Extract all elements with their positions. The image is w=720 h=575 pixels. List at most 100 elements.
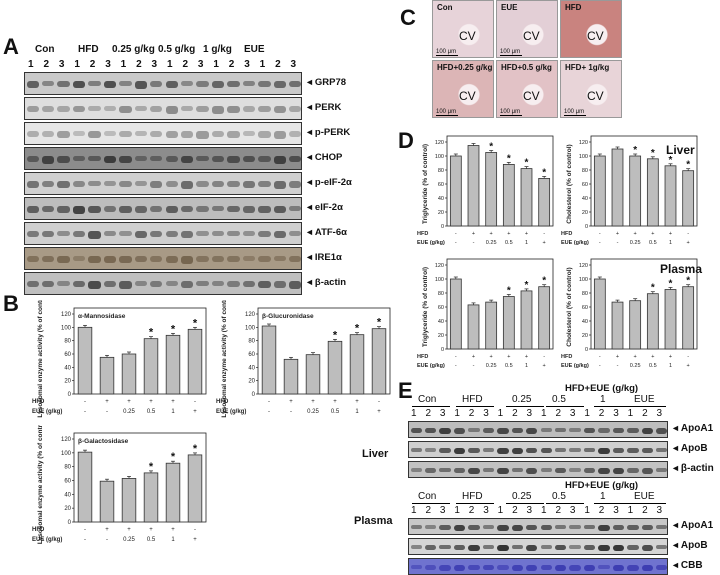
condition-cell: + bbox=[490, 354, 493, 360]
condition-cell: - bbox=[473, 240, 475, 246]
y-tick-label: 40 bbox=[582, 319, 588, 325]
condition-cell: - bbox=[599, 240, 601, 246]
condition-cell: + bbox=[634, 231, 637, 237]
blot-band bbox=[72, 80, 86, 89]
blot-band bbox=[165, 280, 178, 286]
significance-marker: * bbox=[355, 323, 360, 335]
lane-number: 2 bbox=[598, 408, 605, 419]
blot-row-label: ◄β-actin bbox=[305, 277, 346, 288]
group-label: 0.5 bbox=[552, 394, 566, 405]
blot-row-name: p-PERK bbox=[314, 127, 351, 138]
histology-tile: EUE CV 100 μm bbox=[496, 0, 558, 58]
blot-row bbox=[24, 97, 302, 120]
condition-cell: - bbox=[617, 240, 619, 246]
lane-number: 1 bbox=[259, 59, 266, 70]
condition-cell: - bbox=[84, 527, 86, 533]
y-axis-label: Triglyceride (% of control) bbox=[422, 267, 429, 347]
panel-a-western-blots: Con HFD 0.25 g/kg 0.5 g/kg 1 g/kg EUE 1 2 3 1 2 3 1 2… bbox=[0, 0, 400, 295]
blot-row bbox=[408, 518, 668, 535]
lane-number: 1 bbox=[74, 59, 80, 70]
arrow-left-icon: ◄ bbox=[671, 560, 680, 570]
blot-band bbox=[150, 205, 163, 212]
condition-cell: 0.5 bbox=[505, 240, 513, 246]
y-axis-label: Cholesterol (% of control) bbox=[566, 267, 573, 346]
central-vein-label: CV bbox=[459, 89, 476, 103]
blot-band bbox=[196, 130, 209, 139]
tile-title: EUE bbox=[501, 3, 518, 12]
central-vein-label: CV bbox=[523, 29, 540, 43]
lane-number: 3 bbox=[151, 59, 158, 70]
significance-marker: * bbox=[193, 443, 198, 455]
blot-band bbox=[134, 130, 148, 137]
scale-bar-label: 100 μm bbox=[436, 49, 457, 55]
y-tick-label: 40 bbox=[438, 196, 444, 202]
blot-band bbox=[424, 544, 437, 550]
arrow-left-icon: ◄ bbox=[305, 127, 314, 137]
y-tick-label: 80 bbox=[64, 465, 71, 471]
bar bbox=[520, 168, 533, 227]
blot-band bbox=[468, 447, 480, 454]
blot-band bbox=[41, 280, 55, 288]
blot-band bbox=[211, 130, 225, 138]
y-tick-label: 0 bbox=[68, 392, 72, 398]
blot-band bbox=[227, 255, 240, 262]
blot-band bbox=[468, 524, 480, 531]
bar bbox=[593, 155, 606, 227]
blot-band bbox=[72, 255, 86, 261]
bar bbox=[165, 334, 181, 395]
blot-band bbox=[227, 105, 240, 114]
blot-band bbox=[72, 105, 86, 113]
blot-band bbox=[439, 467, 451, 473]
panel-c-histology: Con CV 100 μm EUE CV 100 μm HFD CV HFD+0.25 g/kg… bbox=[432, 0, 622, 120]
blot-band bbox=[273, 230, 287, 239]
y-tick-label: 80 bbox=[438, 168, 444, 174]
blot-band bbox=[26, 180, 39, 189]
chart-frame bbox=[73, 307, 207, 395]
blot-band bbox=[424, 447, 437, 452]
arrow-left-icon: ◄ bbox=[671, 423, 680, 433]
blot-band bbox=[258, 105, 271, 113]
blot-band bbox=[554, 427, 567, 433]
blot-band bbox=[72, 155, 86, 162]
blot-band bbox=[273, 80, 287, 88]
chart-title: α-Mannosidase bbox=[78, 313, 126, 320]
blot-band bbox=[511, 524, 524, 531]
blot-band bbox=[227, 280, 240, 287]
blot-band bbox=[165, 205, 178, 214]
blot-band bbox=[641, 524, 654, 531]
y-tick-label: 100 bbox=[579, 277, 588, 283]
blot-band bbox=[119, 230, 132, 236]
condition-cell: 0.25 bbox=[486, 240, 497, 246]
blot-band bbox=[180, 155, 194, 164]
scale-bar bbox=[436, 55, 458, 56]
blot-band bbox=[41, 205, 55, 213]
lane-number: 2 bbox=[512, 505, 518, 516]
blot-band bbox=[511, 564, 524, 571]
blot-band bbox=[196, 155, 209, 162]
group-underline bbox=[506, 406, 544, 407]
chart-alpha-mannosidase: 0 20 40 60 80 100 120 Lysosomal enzyme activity… bbox=[32, 300, 207, 418]
blot-band bbox=[612, 564, 625, 572]
group-label: HFD bbox=[78, 44, 99, 55]
blot-row-label: ◄PERK bbox=[305, 102, 341, 113]
y-tick-label: 100 bbox=[245, 325, 256, 331]
blot-band bbox=[227, 80, 240, 88]
blot-band bbox=[289, 80, 301, 88]
blot-band bbox=[410, 564, 422, 570]
group-underline bbox=[546, 406, 584, 407]
lane-number: 3 bbox=[244, 59, 250, 70]
treatment-header: HFD+EUE (g/kg) bbox=[565, 480, 639, 491]
condition-cell: + bbox=[687, 363, 690, 369]
blot-band bbox=[627, 544, 639, 550]
blot-band bbox=[453, 447, 466, 455]
condition-cell: 0.25 bbox=[123, 409, 135, 415]
blot-band bbox=[468, 467, 480, 475]
blot-band bbox=[289, 205, 301, 212]
y-tick-label: 40 bbox=[582, 196, 588, 202]
blot-band bbox=[439, 544, 451, 550]
group-label: 0.5 bbox=[552, 491, 566, 502]
blot-band bbox=[612, 447, 625, 453]
lane-number: 1 bbox=[627, 408, 634, 419]
blot-band bbox=[497, 564, 509, 570]
blot-band bbox=[439, 524, 451, 531]
